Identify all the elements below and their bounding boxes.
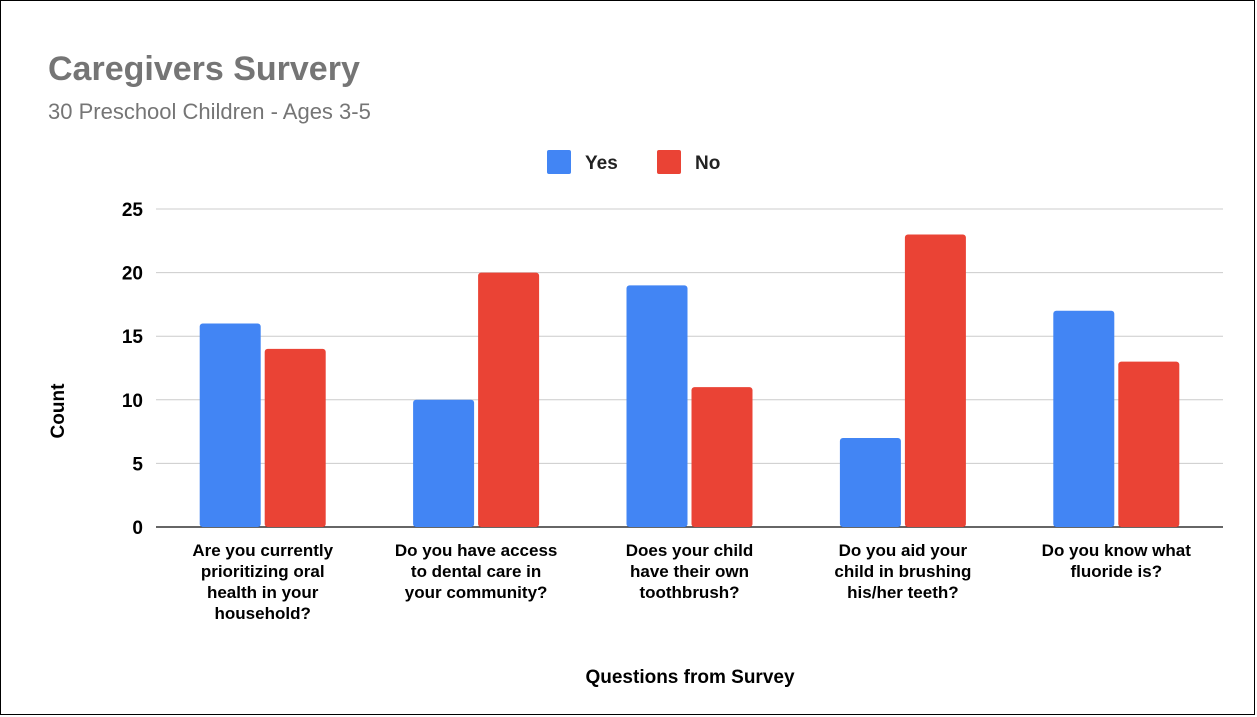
- x-tick-label: Do you have access: [395, 541, 558, 560]
- x-tick-label: health in your: [207, 583, 319, 602]
- y-axis-title: Count: [48, 383, 69, 439]
- bar-yes: [839, 437, 901, 527]
- x-tick-label: child in brushing: [834, 562, 971, 581]
- legend-label-no: No: [695, 153, 720, 174]
- y-tick-label: 25: [122, 200, 144, 221]
- x-tick-label: Do you aid your: [839, 541, 968, 560]
- y-tick-label: 10: [122, 391, 143, 412]
- bar-no: [264, 348, 326, 527]
- legend-swatch-no: [657, 150, 681, 174]
- x-tick-label: fluoride is?: [1070, 562, 1162, 581]
- bar-yes: [199, 323, 261, 527]
- legend-swatch-yes: [547, 150, 571, 174]
- bar-no: [478, 272, 540, 527]
- chart-title: Caregivers Survery: [48, 50, 360, 88]
- gridlines: [156, 208, 1223, 528]
- y-tick-label: 5: [132, 454, 143, 475]
- x-tick-label: Are you currently: [192, 541, 333, 560]
- y-tick-label: 0: [132, 518, 143, 539]
- x-tick-label: Does your child: [626, 541, 754, 560]
- bars: [199, 234, 1180, 527]
- bar-yes: [1053, 310, 1115, 527]
- bar-no: [904, 234, 966, 527]
- legend-label-yes: Yes: [585, 153, 618, 174]
- x-tick-label: prioritizing oral: [201, 562, 325, 581]
- x-tick-label: his/her teeth?: [847, 583, 958, 602]
- y-tick-label: 15: [122, 327, 144, 348]
- legend: Yes No: [547, 150, 720, 174]
- x-tick-label: to dental care in: [411, 562, 541, 581]
- bar-yes: [413, 399, 475, 527]
- x-tick-label: toothbrush?: [639, 583, 739, 602]
- bar-no: [691, 387, 753, 527]
- chart-subtitle: 30 Preschool Children - Ages 3-5: [48, 99, 371, 124]
- x-tick-label: have their own: [630, 562, 749, 581]
- y-tick-label: 20: [122, 264, 143, 285]
- x-axis-labels: Are you currently prioritizing oral health…: [192, 541, 1191, 623]
- x-tick-label: your community?: [405, 583, 548, 602]
- x-tick-label: Do you know what: [1042, 541, 1192, 560]
- bar-no: [1118, 361, 1180, 527]
- x-tick-label: household?: [215, 604, 311, 623]
- bar-yes: [626, 285, 688, 527]
- y-axis-ticks: 0 5 10 15 20 25: [122, 200, 144, 539]
- x-axis-title: Questions from Survey: [585, 667, 794, 688]
